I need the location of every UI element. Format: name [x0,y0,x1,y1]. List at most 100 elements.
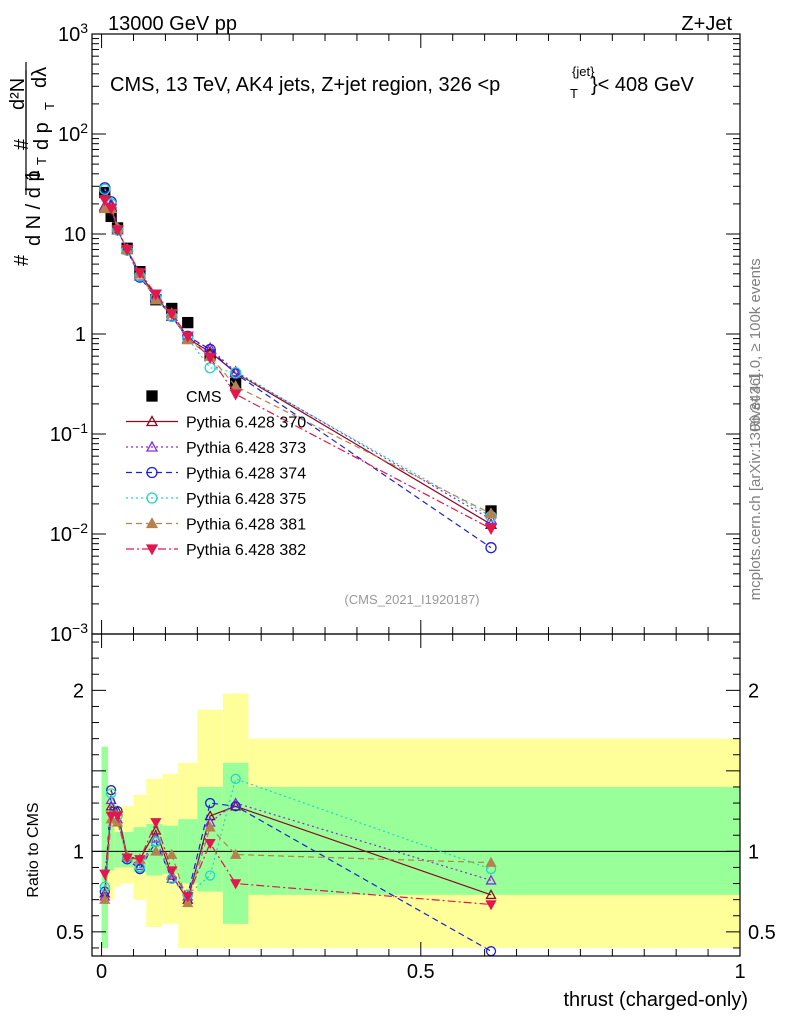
main-series-6-point-9 [229,389,242,401]
legend-marker-3 [146,466,158,479]
ylabel-hash-b: # [11,138,33,150]
main-series-6-point-5 [149,289,162,301]
ratio-ytick-label-right-1: 1 [748,841,759,863]
main-series-6-point-3 [121,244,134,256]
ratio-ytick-label-2: 2 [73,680,84,702]
main-series-5-line [104,207,492,515]
main-ytick-label-0: 10−3 [50,620,88,646]
ylabel-dN: d N / d p [23,170,45,246]
ratio-series-5-point-2 [111,811,124,822]
main-series-4-point-8 [204,362,216,374]
legend-entry-0: CMS [146,389,222,406]
ratio-series-5-point-8 [204,839,216,850]
main-series-2-point-10 [484,513,498,525]
main-title-sub: T [570,86,578,101]
legend-label-1: Pythia 6.428 370 [186,415,306,432]
ylabel-d2N: d²N [7,78,29,110]
header-left: 13000 GeV pp [108,13,237,35]
legend-marker-4 [146,492,158,504]
ratio-series-4-point-6 [166,848,178,859]
ratio-series-5-point-10 [485,900,497,911]
ratio-series-3-point-1 [106,788,117,799]
ratio-series-5 [99,811,497,911]
ratio-series-3-point-9 [230,773,241,785]
legend-label-5: Pythia 6.428 381 [186,517,306,534]
main-title-a: CMS, 13 TeV, AK4 jets, Z+jet region, 326… [110,74,500,96]
legend-marker-0 [146,390,158,402]
main-ytick-label-1: 10−2 [50,520,88,546]
main-series-6-point-1 [105,203,118,215]
ratio-series-3-point-0 [99,881,110,892]
main-ytick-label-3: 1 [75,324,86,346]
ratio-series-0-point-1 [105,800,117,811]
main-series-6-point-8 [204,353,217,364]
ratio-series-4-point-10 [485,856,497,867]
ratio-panel: 0 0.5 10.5 0.51 12 2 [56,633,776,983]
ratio-series-0-point-10 [485,888,497,900]
ylabel-T-b: T [42,102,57,110]
x-tick-label-0: 0 [96,961,107,983]
legend-entry-5: Pythia 6.428 381 [126,517,306,534]
main-title-b: }< 408 GeV [591,74,695,96]
ylabel-dpT: d p [31,122,53,150]
ylabel-T-a: T [34,157,49,165]
header-right: Z+Jet [681,13,732,35]
ratio-band-inner-9 [222,762,249,924]
main-series-0-point-7 [182,316,194,329]
ratio-series-3-line [104,778,492,896]
legend-label-2: Pythia 6.428 373 [186,440,306,457]
legend: CMS Pythia 6.428 370 Pythia 6.428 373 Pythi… [126,389,306,559]
legend-marker-2 [145,440,159,452]
ratio-series-5-point-7 [182,892,194,903]
main-ytick-label-6: 103 [58,20,88,46]
legend-entry-3: Pythia 6.428 374 [126,466,306,483]
ratio-band-inner-0 [101,746,108,948]
ratio-series-2-point-9 [230,801,241,812]
ratio-series-5-point-3 [121,853,133,864]
ylabel-one: 1 [22,170,44,181]
analysis-watermark: (CMS_2021_I1920187) [344,592,479,607]
legend-marker-1 [145,415,159,427]
legend-entry-2: Pythia 6.428 373 [126,440,306,457]
main-series-6-point-7 [181,331,194,343]
main-series-3-point-10 [485,542,497,554]
legend-label-0: CMS [186,389,222,406]
main-ytick-label-2: 10−1 [50,420,88,446]
ratio-ylabel: Ratio to CMS [25,802,42,897]
ratio-series-2-point-1 [106,785,117,796]
ratio-series-1-point-10 [485,874,497,885]
ratio-series-3-point-8 [204,870,216,881]
ratio-series-5-point-5 [150,818,162,829]
main-title-sup: {jet} [572,64,595,79]
main-series-5-point-10 [484,507,498,519]
ratio-series-4-point-5 [150,845,162,856]
legend-label-6: Pythia 6.428 382 [186,542,306,559]
main-ylabel: 1 # d N / d p T d²N # d p T dλ [7,62,57,266]
mcplots-label: mcplots.cern.ch [arXiv:1306.3436] [747,374,764,601]
ratio-series-2-point-10 [485,946,497,957]
ratio-band-inner-2 [114,832,121,868]
ratio-series-0-point-8 [204,810,216,821]
ratio-ytick-label-0: 0.5 [56,922,84,944]
main-series-6-point-6 [165,308,178,320]
ratio-series-5-point-9 [230,879,242,890]
ratio-band-inner-10 [248,786,740,895]
ratio-ytick-label-right-0: 0.5 [748,922,776,944]
legend-label-4: Pythia 6.428 375 [186,491,306,508]
ratio-ytick-label-right-2: 2 [748,680,759,702]
main-series-6-point-4 [133,268,146,280]
ratio-series-4-point-9 [230,848,242,859]
x-tick-label-2: 1 [734,961,745,983]
ratio-series-5-point-0 [99,869,111,880]
x-tick-label-1: 0.5 [407,961,435,983]
legend-marker-6 [145,544,159,556]
ratio-series-5-point-4 [134,855,146,866]
ratio-series-4-point-8 [204,821,216,832]
main-series-6-point-2 [111,225,124,237]
main-series-4-point-0 [99,183,111,195]
main-title: CMS, 13 TeV, AK4 jets, Z+jet region, 326… [110,64,695,101]
main-series-6-point-10 [484,524,498,536]
main-panel: 10−3 10−2 10−1 1 10 102 103 [50,20,741,646]
ylabel-dl: dλ [29,67,51,88]
